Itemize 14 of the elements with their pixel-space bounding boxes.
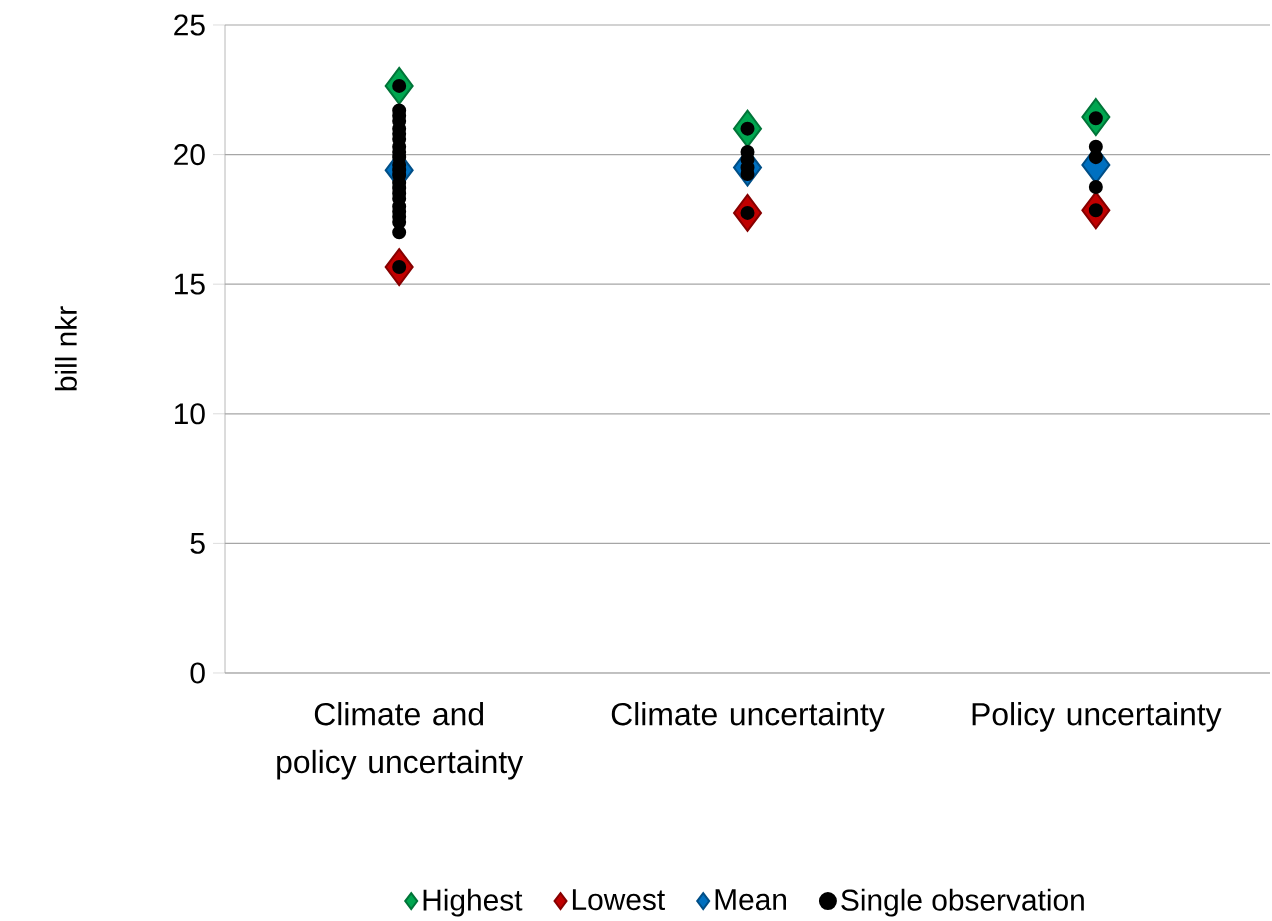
x-tick-label: Climate uncertainty xyxy=(611,702,885,732)
legend-label: Lowest xyxy=(572,889,665,911)
x-tick-label: Policy uncertainty xyxy=(972,702,1222,732)
y-tick-label: 10 xyxy=(175,403,205,425)
y-tick-label: 0 xyxy=(190,662,205,684)
y-tick-label: 25 xyxy=(174,14,205,36)
legend-label: Single observation xyxy=(841,888,1084,917)
legend-label: Mean xyxy=(715,889,786,911)
x-tick-label: Climate and policy uncertainty xyxy=(277,702,524,780)
y-tick-label: 15 xyxy=(175,273,205,295)
legend-label: Highest xyxy=(423,888,523,917)
y-axis-title: bill nkr xyxy=(54,306,77,391)
y-tick-label: 5 xyxy=(190,532,205,554)
y-tick-label: 20 xyxy=(174,143,205,166)
